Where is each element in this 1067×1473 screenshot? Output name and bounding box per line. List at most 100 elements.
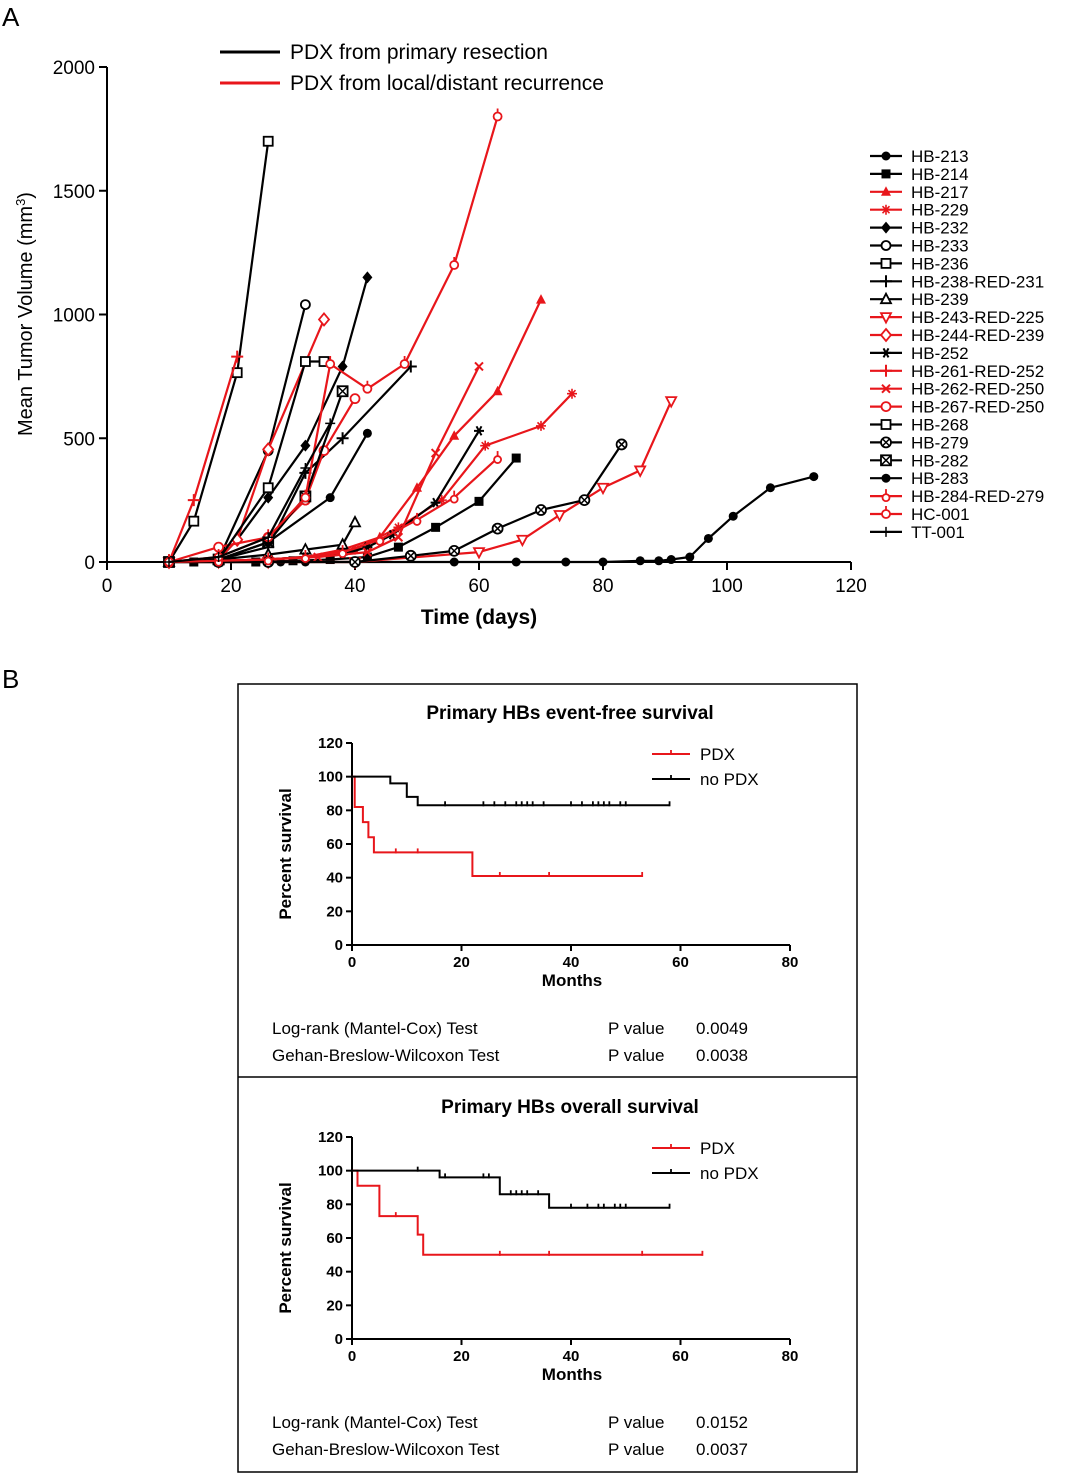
series-hb-236 (163, 135, 274, 568)
data-point (633, 465, 647, 478)
data-point (666, 555, 676, 565)
data-point-ring (300, 492, 311, 503)
data-point-ring (362, 383, 373, 394)
data-point (430, 448, 441, 458)
data-point (317, 312, 331, 327)
panel-b-letter: B (2, 664, 19, 694)
y-tick-label: 0 (335, 1331, 343, 1348)
legend-label: no PDX (700, 770, 759, 789)
legend-marker-ring (881, 493, 891, 503)
data-point (262, 135, 274, 147)
series-line (167, 356, 239, 563)
legend-label: HB-229 (911, 201, 969, 220)
data-point (448, 544, 461, 557)
legend-entry: HB-236 (870, 254, 969, 273)
legend-marker (881, 489, 891, 503)
legend-label: HB-282 (911, 451, 969, 470)
x-tick-label: 0 (102, 576, 113, 597)
y-tick-label: 100 (318, 769, 343, 786)
y-tick-label: 2000 (53, 58, 95, 79)
data-point (300, 489, 311, 503)
data-point (511, 557, 521, 567)
data-point-ring (399, 359, 410, 369)
data-point (263, 552, 273, 566)
legend-marker-ring (881, 509, 891, 519)
legend-entry: HB-217 (870, 183, 969, 202)
legend-label: HB-267-RED-250 (911, 398, 1044, 417)
legend-label: HC-001 (911, 505, 970, 524)
legend-entry: HB-252 (870, 344, 969, 363)
data-point (263, 491, 274, 504)
legend-entry: HB-283 (870, 469, 969, 488)
data-point (375, 532, 385, 546)
legend-entry: HB-213 (870, 147, 969, 166)
data-point-cross (536, 505, 546, 515)
data-point (515, 534, 529, 548)
legend-label: TT-001 (911, 523, 965, 542)
data-point (492, 108, 503, 122)
data-point (491, 522, 504, 535)
y-tick-label: 80 (326, 1196, 343, 1213)
data-point-ring (492, 111, 503, 122)
group-legend-label: PDX from local/distant recurrence (290, 72, 604, 95)
data-point-ring (493, 455, 503, 464)
legend-marker (881, 347, 891, 358)
legend-label: HB-252 (911, 344, 969, 363)
y-tick-label: 40 (326, 1264, 343, 1281)
legend-marker (880, 257, 892, 269)
legend-entry: HB-233 (870, 237, 969, 256)
data-point (362, 547, 373, 557)
stat-p-label: P value (608, 1440, 664, 1459)
legend-marker (880, 364, 892, 377)
data-point (449, 430, 460, 440)
legend-marker-cross (881, 438, 891, 447)
data-point (474, 361, 484, 372)
data-point (393, 532, 404, 542)
data-point (480, 440, 491, 451)
event-free-survival-chart: Primary HBs event-free survival 0 20 40 60 80… (272, 703, 798, 1065)
data-point (449, 557, 459, 567)
legend-entry: HB-268 (870, 416, 969, 435)
x-tick-label: 60 (672, 1348, 689, 1365)
x-tick-label: 60 (468, 576, 489, 597)
data-point (164, 557, 174, 567)
data-point-cross (350, 557, 360, 567)
data-point (685, 552, 695, 562)
km-step-line (352, 775, 643, 877)
data-point (561, 557, 571, 567)
x-axis-title: Time (days) (421, 606, 537, 629)
legend-entry: TT-001 (870, 523, 965, 542)
data-point-ring (325, 359, 336, 369)
legend-entry: HB-262-RED-250 (870, 380, 1044, 399)
data-point (598, 557, 608, 567)
legend-entry: HB-261-RED-252 (870, 362, 1044, 381)
legend-label: HB-244-RED-239 (911, 326, 1044, 345)
legend-marker (881, 204, 891, 215)
data-point (325, 555, 335, 565)
data-point (300, 550, 310, 563)
legend-label: HB-243-RED-225 (911, 308, 1044, 327)
data-point (472, 547, 486, 560)
x-tick-label: 0 (348, 1348, 356, 1365)
legend-marker (881, 506, 891, 519)
data-point (703, 533, 713, 543)
km-step-line (352, 775, 670, 807)
series-hb-268 (163, 356, 330, 568)
series-line (168, 360, 324, 564)
data-point (654, 556, 664, 566)
data-point-ring (300, 554, 310, 563)
x-tick-label: 80 (592, 576, 613, 597)
data-point (536, 420, 546, 431)
stat-p-value: 0.0037 (696, 1440, 748, 1459)
data-point (262, 482, 274, 494)
stat-test-name: Gehan-Breslow-Wilcoxon Test (272, 1046, 500, 1065)
data-point (299, 356, 311, 367)
legend-label: PDX (700, 1139, 735, 1158)
stat-p-label: P value (608, 1046, 664, 1065)
x-tick-label: 100 (711, 576, 743, 597)
data-point (213, 552, 224, 563)
x-axis-title: Months (542, 971, 602, 990)
y-tick-label: 20 (326, 903, 343, 920)
legend-label: HB-279 (911, 433, 969, 452)
y-tick-label: 100 (318, 1163, 343, 1180)
